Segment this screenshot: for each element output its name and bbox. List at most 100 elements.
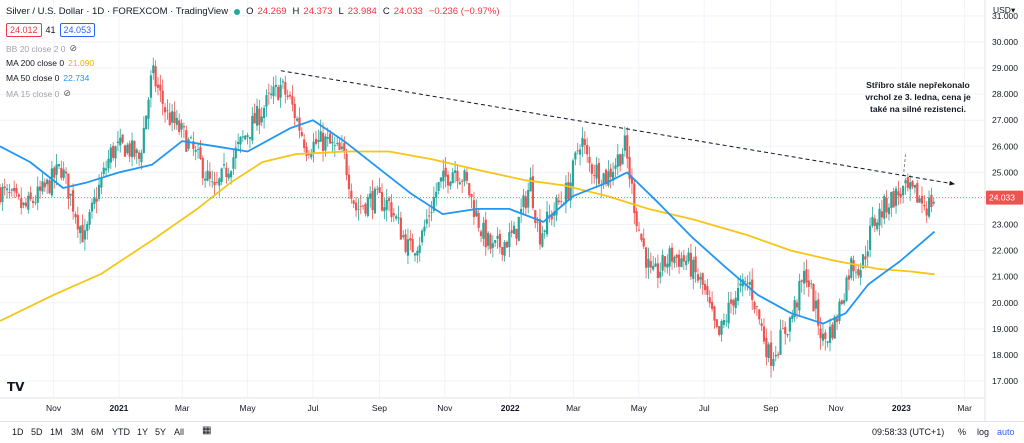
candle-body bbox=[557, 200, 560, 203]
percent-toggle[interactable]: % bbox=[958, 427, 967, 437]
candle-body bbox=[913, 184, 917, 188]
candle-body bbox=[406, 239, 410, 256]
hidden-eye-icon[interactable]: ⊘ bbox=[63, 88, 71, 98]
candle-body bbox=[17, 194, 20, 197]
candle-body bbox=[774, 354, 777, 357]
indicator-ma15[interactable]: MA 15 close 0 ⊘ bbox=[6, 88, 71, 99]
candle-body bbox=[635, 211, 638, 227]
candle-body bbox=[918, 198, 921, 203]
ma50-line bbox=[0, 119, 936, 325]
x-tick-label: May bbox=[240, 403, 257, 413]
candle-body bbox=[145, 115, 148, 130]
candle-body bbox=[451, 172, 454, 184]
log-toggle[interactable]: log bbox=[977, 427, 990, 437]
clock-time[interactable]: 09:58:33 (UTC+1) bbox=[872, 427, 945, 437]
x-tick-label: Nov bbox=[437, 403, 453, 413]
candle-body bbox=[138, 152, 141, 159]
candle-body bbox=[607, 171, 610, 186]
candle-body bbox=[522, 195, 525, 208]
candle-body bbox=[630, 176, 634, 184]
candle-body bbox=[171, 111, 174, 123]
hidden-eye-icon[interactable]: ⊘ bbox=[69, 43, 78, 53]
range-1m[interactable]: 1M bbox=[50, 427, 63, 437]
candle-body bbox=[560, 201, 563, 203]
candle-body bbox=[515, 228, 518, 239]
candle-body bbox=[510, 230, 513, 233]
range-1d[interactable]: 1D bbox=[12, 427, 24, 437]
candle-body bbox=[883, 196, 886, 219]
candle-body bbox=[706, 286, 709, 295]
candle-body bbox=[208, 171, 211, 179]
candle-body bbox=[586, 144, 589, 155]
candle-body bbox=[744, 280, 747, 282]
range-all[interactable]: All bbox=[174, 427, 185, 437]
candle-body bbox=[843, 300, 846, 304]
range-1y[interactable]: 1Y bbox=[137, 427, 149, 437]
price-chart[interactable]: 31.000 30.000 29.000 28.000 27.000 26.000 25.0… bbox=[0, 0, 1024, 421]
candle-body bbox=[423, 226, 426, 232]
high-label: H bbox=[292, 6, 300, 17]
candle-body bbox=[248, 136, 252, 139]
candle-body bbox=[352, 200, 355, 204]
candle-body bbox=[383, 207, 386, 212]
indicator-ma200[interactable]: MA 200 close 0 21.090 bbox=[6, 58, 94, 68]
candle-body bbox=[204, 178, 207, 181]
candle-body bbox=[116, 141, 119, 144]
candle-body bbox=[765, 337, 768, 358]
candle-body bbox=[869, 225, 872, 250]
candle-body bbox=[777, 354, 780, 356]
candle-body bbox=[215, 182, 219, 183]
symbol-title[interactable]: Silver / U.S. Dollar · 1D · FOREXCOM · T… bbox=[6, 6, 229, 17]
candle-body bbox=[439, 177, 443, 182]
candle-body bbox=[62, 169, 65, 178]
candle-body bbox=[373, 188, 377, 214]
y-tick-label: 21.000 bbox=[992, 272, 1018, 282]
sell-button[interactable]: 24.012 bbox=[6, 23, 42, 37]
candle-body bbox=[642, 238, 645, 247]
range-3m[interactable]: 3M bbox=[71, 427, 84, 437]
buy-button[interactable]: 24.053 bbox=[59, 23, 96, 37]
currency-selector[interactable]: USD▾ bbox=[993, 5, 1016, 15]
candle-body bbox=[114, 146, 117, 159]
candle-body bbox=[449, 181, 452, 187]
candle-body bbox=[392, 213, 395, 216]
chart-header: Silver / U.S. Dollar · 1D · FOREXCOM · T… bbox=[6, 6, 502, 17]
candle-body bbox=[173, 111, 176, 124]
candle-body bbox=[152, 65, 155, 74]
range-5y[interactable]: 5Y bbox=[155, 427, 167, 437]
candle-body bbox=[435, 191, 438, 198]
candle-body bbox=[597, 162, 601, 184]
candle-body bbox=[593, 174, 596, 176]
range-5d[interactable]: 5D bbox=[31, 427, 43, 437]
candle-body bbox=[220, 168, 223, 182]
candle-body bbox=[69, 193, 72, 196]
range-ytd[interactable]: YTD bbox=[112, 427, 130, 437]
candle-body bbox=[578, 149, 582, 155]
candle-body bbox=[343, 143, 346, 152]
candle-body bbox=[678, 254, 681, 267]
indicator-ma50[interactable]: MA 50 close 0 22.734 bbox=[6, 73, 89, 83]
candle-body bbox=[538, 219, 542, 245]
candle-body bbox=[456, 170, 459, 182]
candle-body bbox=[736, 287, 740, 301]
candle-body bbox=[371, 190, 374, 211]
candle-body bbox=[767, 344, 770, 359]
candle-body bbox=[376, 188, 379, 190]
candle-body bbox=[279, 84, 282, 98]
candle-body bbox=[229, 171, 233, 178]
candle-body bbox=[475, 210, 478, 217]
candle-body bbox=[53, 167, 56, 178]
indicator-bb[interactable]: BB 20 close 2 0 ⊘ bbox=[6, 43, 77, 54]
candle-body bbox=[680, 258, 683, 268]
candle-body bbox=[321, 132, 325, 151]
auto-toggle[interactable]: auto bbox=[997, 427, 1015, 437]
candle-body bbox=[46, 179, 49, 185]
candle-body bbox=[772, 358, 775, 367]
low-value: 23.984 bbox=[347, 6, 377, 17]
close-label: C bbox=[382, 6, 390, 17]
range-6m[interactable]: 6M bbox=[91, 427, 104, 437]
candle-body bbox=[845, 277, 848, 301]
trade-row: 24.012 41 24.053 bbox=[6, 23, 96, 37]
date-range-calendar-icon[interactable]: ▦ bbox=[202, 425, 212, 436]
candle-body bbox=[154, 66, 157, 87]
